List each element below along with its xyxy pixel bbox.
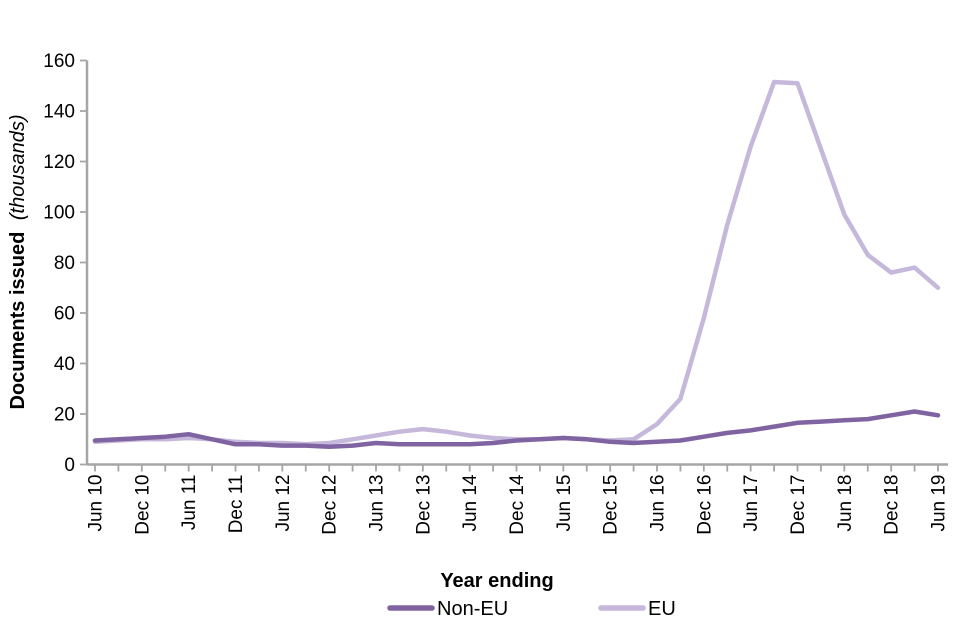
y-tick-label: 0 — [64, 455, 75, 476]
x-tick-label: Jun 17 — [741, 475, 762, 532]
series-line-non-eu — [92, 409, 941, 450]
x-axis-tick-labels: Jun 10 Dec 10 Jun 11 Dec 11 Jun 12 Dec 12 Jun … — [86, 474, 950, 535]
x-tick-label: Dec 10 — [132, 475, 153, 535]
x-tick-label: Jun 14 — [460, 474, 481, 531]
x-tick-label: Dec 11 — [226, 475, 247, 534]
x-tick-label: Dec 15 — [601, 475, 622, 535]
y-tick-label: 40 — [54, 354, 75, 375]
x-tick-label: Dec 12 — [320, 475, 341, 535]
x-axis-title: Year ending — [440, 570, 553, 592]
legend-label-eu: EU — [648, 598, 676, 620]
x-tick-label: Jun 15 — [554, 475, 575, 532]
legend-item-non-eu: Non-EU — [387, 598, 508, 620]
y-tick-label: 120 — [43, 152, 75, 173]
x-tick-label: Jun 19 — [929, 475, 950, 532]
x-tick-label: Jun 12 — [273, 475, 294, 532]
y-tick-label: 100 — [43, 203, 75, 224]
x-tick-label: Jun 16 — [648, 475, 669, 532]
y-tick-label: 160 — [43, 51, 75, 72]
x-tick-label: Jun 13 — [367, 475, 388, 532]
legend-label-non-eu: Non-EU — [437, 598, 508, 620]
legend: Non-EU EU — [387, 598, 676, 620]
y-tick-label: 80 — [54, 253, 75, 274]
axes — [80, 59, 948, 472]
x-tick-label: Jun 11 — [179, 475, 200, 531]
series-lines — [92, 79, 941, 450]
x-tick-label: Dec 18 — [882, 475, 903, 535]
y-tick-label: 20 — [54, 405, 75, 426]
x-tick-label: Jun 10 — [86, 475, 107, 532]
y-tick-label: 140 — [43, 102, 75, 123]
y-axis-tick-labels: 0 20 40 60 80 100 120 140 160 — [43, 51, 75, 476]
x-tick-label: Jun 18 — [835, 475, 856, 532]
series-line-eu — [92, 79, 941, 447]
x-tick-label: Dec 14 — [507, 474, 528, 535]
y-axis-title: Documents issued (thousands) — [7, 114, 29, 409]
y-tick-label: 60 — [54, 304, 75, 325]
legend-item-eu: EU — [598, 598, 676, 620]
x-tick-label: Dec 17 — [788, 475, 809, 535]
x-tick-label: Dec 13 — [413, 475, 434, 535]
x-tick-label: Dec 16 — [694, 475, 715, 535]
y-axis-title-units: (thousands) — [7, 114, 29, 220]
y-axis-title-main: Documents issued — [7, 232, 29, 410]
